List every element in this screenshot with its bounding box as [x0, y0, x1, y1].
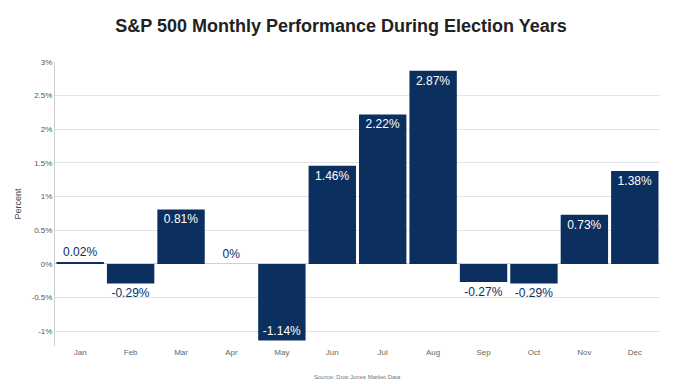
svg-text:Source: Dow Jones Market Data: Source: Dow Jones Market Data [314, 374, 401, 380]
svg-text:Percent: Percent [13, 188, 23, 220]
svg-text:3%: 3% [41, 58, 53, 67]
svg-text:0%: 0% [223, 247, 241, 261]
svg-text:2.22%: 2.22% [366, 117, 400, 131]
svg-text:-0.5%: -0.5% [31, 293, 52, 302]
svg-text:S&P 500 Monthly Performance Du: S&P 500 Monthly Performance During Elect… [115, 16, 567, 36]
svg-text:0.5%: 0.5% [34, 226, 52, 235]
svg-text:2.87%: 2.87% [416, 74, 450, 88]
svg-text:Nov: Nov [577, 348, 591, 357]
svg-text:Jun: Jun [326, 348, 339, 357]
svg-text:Jan: Jan [74, 348, 87, 357]
svg-text:1.46%: 1.46% [315, 169, 349, 183]
svg-text:Sep: Sep [476, 348, 491, 357]
svg-text:0%: 0% [41, 260, 53, 269]
svg-text:-1%: -1% [38, 327, 52, 336]
svg-text:-0.27%: -0.27% [464, 285, 502, 299]
svg-text:-0.29%: -0.29% [111, 286, 149, 300]
svg-text:Jul: Jul [378, 348, 388, 357]
svg-text:1.38%: 1.38% [618, 174, 652, 188]
svg-text:2.5%: 2.5% [34, 91, 52, 100]
svg-text:0.02%: 0.02% [63, 245, 97, 259]
svg-text:Oct: Oct [528, 348, 541, 357]
svg-text:0.81%: 0.81% [164, 212, 198, 226]
svg-text:1%: 1% [41, 192, 53, 201]
svg-text:Apr: Apr [225, 348, 238, 357]
svg-text:Mar: Mar [174, 348, 188, 357]
svg-text:Aug: Aug [426, 348, 440, 357]
svg-text:1.5%: 1.5% [34, 159, 52, 168]
svg-text:-0.29%: -0.29% [515, 286, 553, 300]
svg-text:-1.14%: -1.14% [263, 324, 301, 338]
svg-text:May: May [274, 348, 289, 357]
svg-text:Feb: Feb [124, 348, 138, 357]
svg-text:2%: 2% [41, 125, 53, 134]
svg-text:Dec: Dec [628, 348, 642, 357]
svg-text:0.73%: 0.73% [567, 218, 601, 232]
